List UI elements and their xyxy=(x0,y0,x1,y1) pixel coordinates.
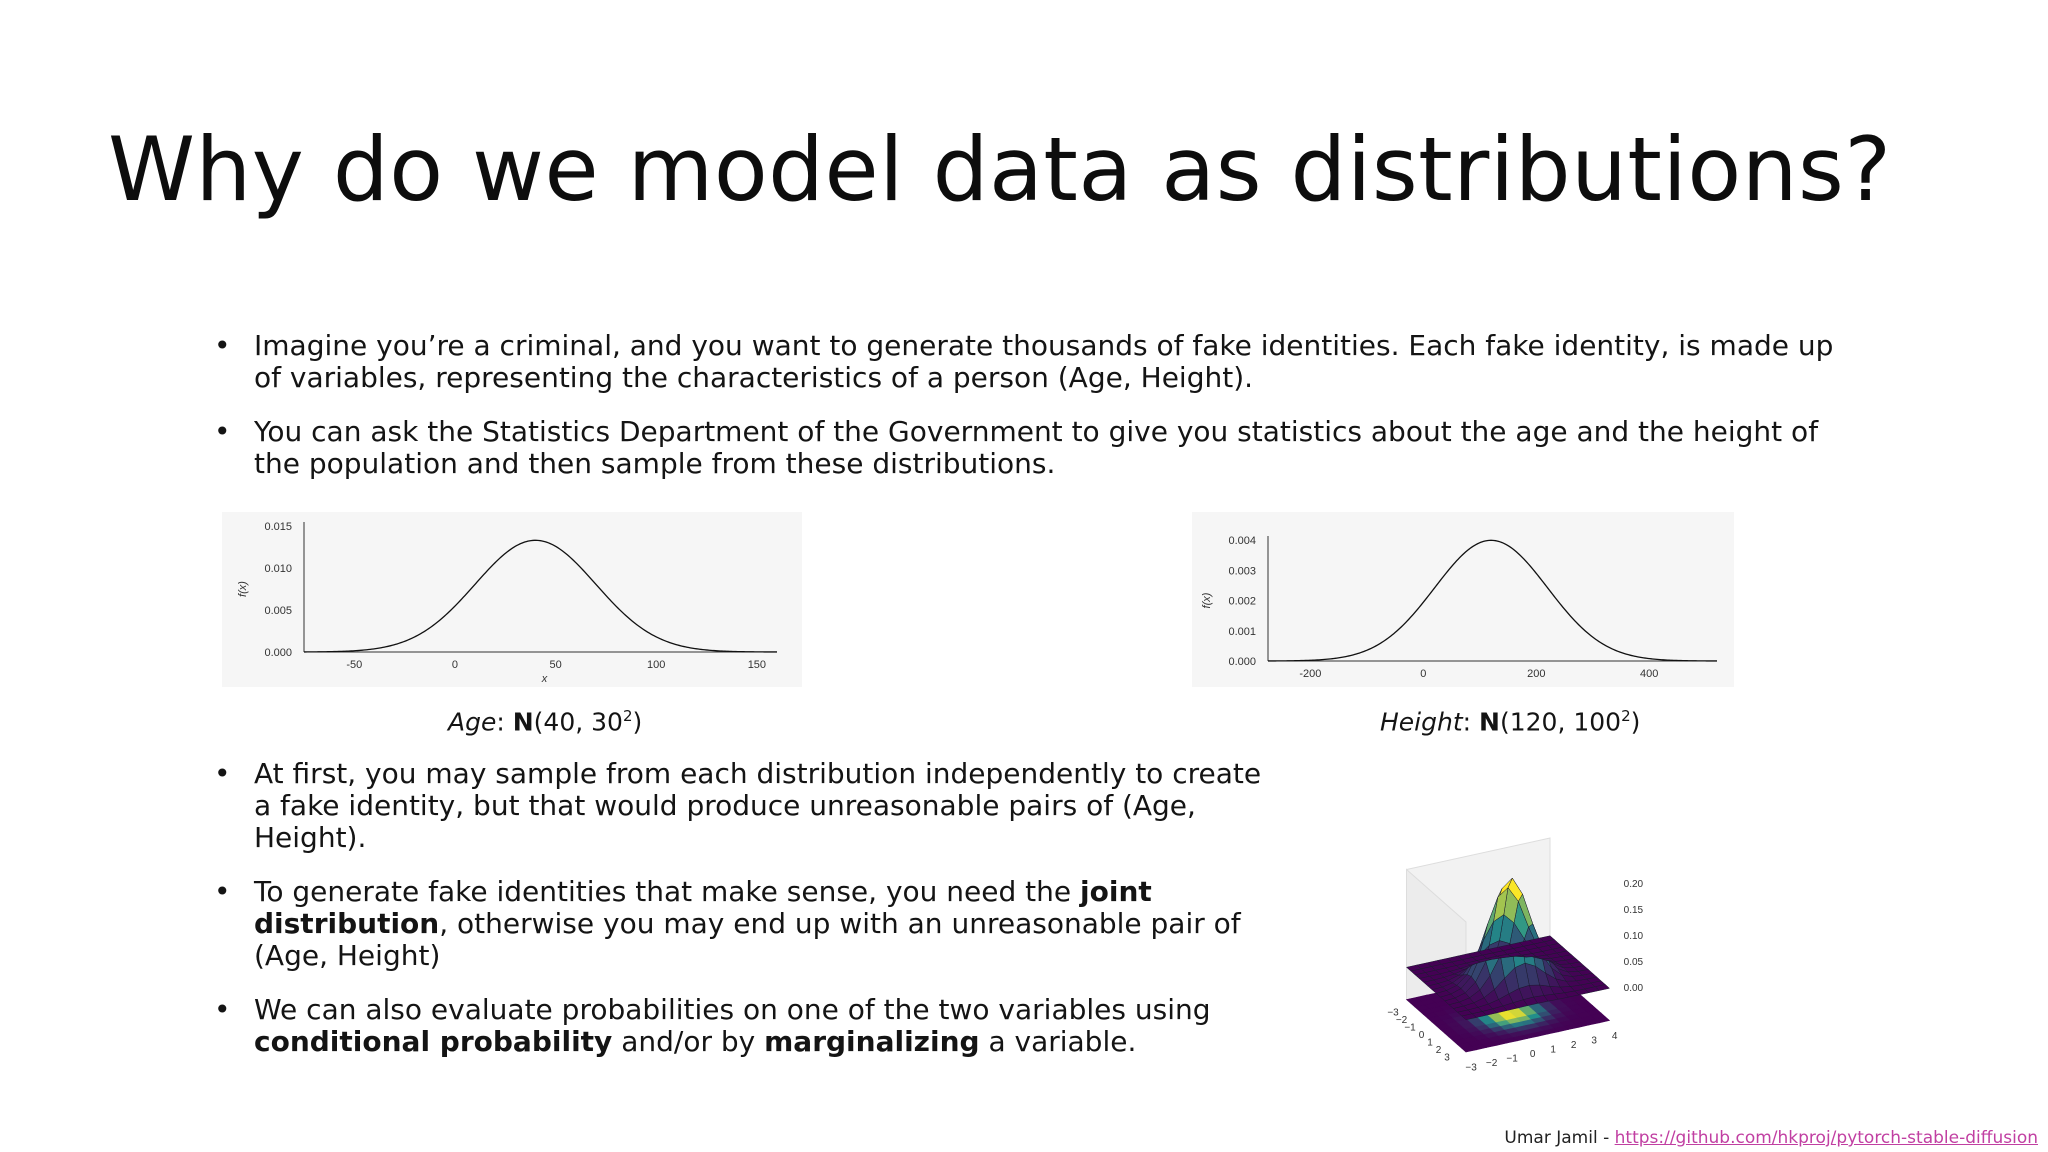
y-tick-label: 0.000 xyxy=(264,647,292,659)
bullet-text: , otherwise you may end up with an unrea… xyxy=(254,907,1241,972)
y-tick-label: 2 xyxy=(1436,1045,1442,1056)
age-caption: Age: N(40, 302) xyxy=(448,707,642,736)
y-tick-label: −2 xyxy=(1396,1015,1408,1026)
y-tick-label: −1 xyxy=(1404,1022,1416,1033)
height-caption: Height: N(120, 1002) xyxy=(1380,707,1640,736)
density-curve xyxy=(1268,539,1717,662)
age-caption-dist: N xyxy=(512,707,534,737)
bullet-item: To generate fake identities that make se… xyxy=(214,876,1274,972)
density-surface xyxy=(1405,877,1611,1021)
x-tick-label: 2 xyxy=(1571,1040,1577,1051)
y-tick-label: 0.015 xyxy=(264,521,292,533)
density-curve xyxy=(303,539,777,653)
height-chart: -200 0 200 400 0.000 0.001 0.002 0.003 0.004 f(x) xyxy=(1192,512,1734,687)
x-tick-label: 4 xyxy=(1612,1031,1618,1042)
y-tick-label: 0.000 xyxy=(1228,656,1256,668)
y-tick-label: 3 xyxy=(1444,1052,1450,1063)
z-tick-label: 0.20 xyxy=(1624,879,1644,890)
x-tick-label: 0 xyxy=(1530,1049,1536,1060)
x-tick-label: 150 xyxy=(748,659,766,671)
age-chart-svg: -50 0 50 100 150 0.000 0.005 0.010 0.015 f(x) x xyxy=(237,521,777,685)
y-tick-label: −3 xyxy=(1387,1007,1399,1018)
y-tick-label: 0.001 xyxy=(1228,626,1256,638)
z-tick-label: 0.00 xyxy=(1624,983,1644,994)
bullet-text: At first, you may sample from each distr… xyxy=(254,757,1262,854)
footer: Umar Jamil - https://github.com/hkproj/p… xyxy=(1504,1128,2038,1148)
age-caption-var: Age xyxy=(448,707,497,737)
bullet-text: We can also evaluate probabilities on on… xyxy=(254,993,1211,1026)
age-caption-close: ) xyxy=(632,707,643,737)
z-tick-label: 0.15 xyxy=(1624,905,1644,916)
z-tick-label: 0.05 xyxy=(1624,957,1644,968)
height-caption-exp: 2 xyxy=(1621,707,1631,725)
height-caption-close: ) xyxy=(1630,707,1641,737)
x-tick-label: 0 xyxy=(452,659,458,671)
y-tick-label: 0 xyxy=(1419,1030,1425,1041)
y-tick-label: 0.002 xyxy=(1228,596,1256,608)
x-tick-label: 1 xyxy=(1550,1045,1556,1056)
bullet-text: To generate fake identities that make se… xyxy=(254,875,1081,908)
x-tick-label: -50 xyxy=(346,659,362,671)
y-tick-label: 1 xyxy=(1427,1037,1433,1048)
height-chart-svg: -200 0 200 400 0.000 0.001 0.002 0.003 0.004 f(x) xyxy=(1201,535,1717,680)
bullet-bold-text: joint distribution xyxy=(254,875,1152,940)
bullet-item: At first, you may sample from each distr… xyxy=(214,758,1274,854)
x-tick-label: 0 xyxy=(1420,668,1426,680)
x-tick-label: −2 xyxy=(1486,1058,1498,1069)
slide-title: Why do we model data as distributions? xyxy=(108,118,1892,221)
x-axis-title: x xyxy=(541,673,548,685)
height-caption-var: Height xyxy=(1380,707,1463,737)
y-axis-title: f(x) xyxy=(1201,592,1213,608)
bullet-text: a variable. xyxy=(979,1025,1137,1058)
x-tick-label: -200 xyxy=(1299,668,1321,680)
x-tick-label: 50 xyxy=(549,659,561,671)
bullet-item: You can ask the Statistics Department of… xyxy=(214,416,1834,480)
surface-cell xyxy=(1405,964,1422,972)
bullet-bold-text: marginalizing xyxy=(764,1025,980,1058)
y-tick-label: 0.003 xyxy=(1228,565,1256,577)
age-chart: -50 0 50 100 150 0.000 0.005 0.010 0.015 f(x) x xyxy=(222,512,802,687)
footer-github-link[interactable]: https://github.com/hkproj/pytorch-stable… xyxy=(1614,1128,2038,1148)
z-tick-label: 0.10 xyxy=(1624,931,1644,942)
y-tick-label: 0.010 xyxy=(264,563,292,575)
bullet-text: and/or by xyxy=(612,1025,765,1058)
bullet-bold-text: conditional probability xyxy=(254,1025,613,1058)
height-caption-params: (120, 100 xyxy=(1499,707,1622,737)
x-tick-label: −1 xyxy=(1506,1054,1518,1065)
age-caption-exp: 2 xyxy=(622,707,633,725)
y-axis-title: f(x) xyxy=(237,581,249,597)
footer-author: Umar Jamil - xyxy=(1504,1128,1615,1148)
age-caption-params: (40, 30 xyxy=(533,707,623,737)
top-bullet-list: Imagine you’re a criminal, and you want … xyxy=(214,330,1834,502)
y-tick-label: 0.004 xyxy=(1228,535,1256,547)
joint-distribution-surface-plot: 0.000.050.100.150.20−3 −2 −1 0 1 2 3 4−3−2−1012… xyxy=(1387,837,1644,1074)
x-tick-label: 400 xyxy=(1640,668,1658,680)
x-tick-label: 200 xyxy=(1527,668,1545,680)
bullet-item: We can also evaluate probabilities on on… xyxy=(214,994,1274,1058)
bullet-item: Imagine you’re a criminal, and you want … xyxy=(214,330,1834,394)
x-tick-label: −3 xyxy=(1465,1063,1477,1074)
x-tick-label: 100 xyxy=(647,659,665,671)
y-tick-label: 0.005 xyxy=(264,605,292,617)
height-caption-dist: N xyxy=(1479,707,1500,737)
age-caption-sep: : xyxy=(496,707,513,737)
bottom-bullet-list: At first, you may sample from each distr… xyxy=(214,758,1274,1080)
height-caption-sep: : xyxy=(1462,707,1480,737)
x-tick-label: 3 xyxy=(1591,1036,1597,1047)
